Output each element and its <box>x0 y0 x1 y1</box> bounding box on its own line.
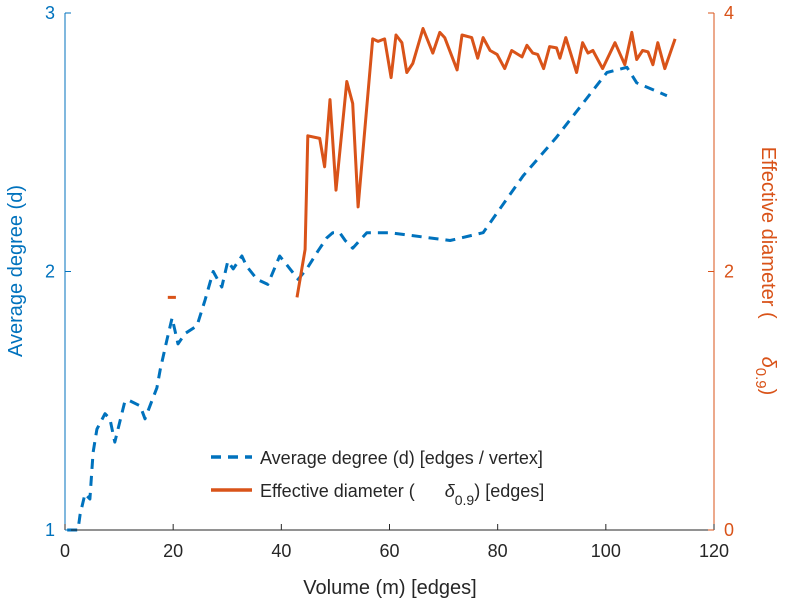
series-line-effective-diameter <box>167 27 677 299</box>
y-left-tick-label: 1 <box>45 520 55 540</box>
legend-label-average-degree: Average degree (d) [edges / vertex] <box>260 448 543 468</box>
y-right-label-symbol: δ <box>757 357 779 369</box>
legend-label-symbol: δ <box>445 481 456 501</box>
x-tick-label: 20 <box>163 541 183 561</box>
legend-label-prefix: Effective diameter ( <box>260 481 415 501</box>
axes: 0 20 40 60 80 100 120 1 2 3 0 2 4 <box>45 3 734 561</box>
y-right-label-suffix: ) <box>757 389 779 396</box>
y-right-tick-label: 4 <box>724 3 734 23</box>
x-tick-label: 100 <box>591 541 621 561</box>
legend: Average degree (d) [edges / vertex] Effe… <box>211 448 544 508</box>
legend-label-subscript: 0.9 <box>455 492 475 508</box>
x-axis-label: Volume (m) [edges] <box>303 577 476 599</box>
y-right-tick-label: 2 <box>724 262 734 282</box>
y-axis-right-label: Effective diameter ( δ0.9) <box>752 147 779 396</box>
legend-label-suffix: ) [edges] <box>474 481 544 501</box>
x-tick-label: 60 <box>379 541 399 561</box>
x-tick-label: 120 <box>699 541 729 561</box>
y-axis-left-label: Average degree (d) <box>5 185 27 357</box>
y-left-tick-label: 2 <box>45 262 55 282</box>
y-right-label-subscript: 0.9 <box>752 368 769 389</box>
x-tick-label: 0 <box>60 541 70 561</box>
y-right-label-prefix: Effective diameter ( <box>757 147 779 319</box>
x-tick-label: 40 <box>271 541 291 561</box>
plot-area <box>67 27 677 532</box>
x-tick-label: 80 <box>488 541 508 561</box>
legend-label-effective-diameter: Effective diameter ( δ0.9) [edges] <box>260 481 544 508</box>
y-left-tick-label: 3 <box>45 3 55 23</box>
series-line-average-degree <box>67 65 668 532</box>
y-right-tick-label: 0 <box>724 520 734 540</box>
